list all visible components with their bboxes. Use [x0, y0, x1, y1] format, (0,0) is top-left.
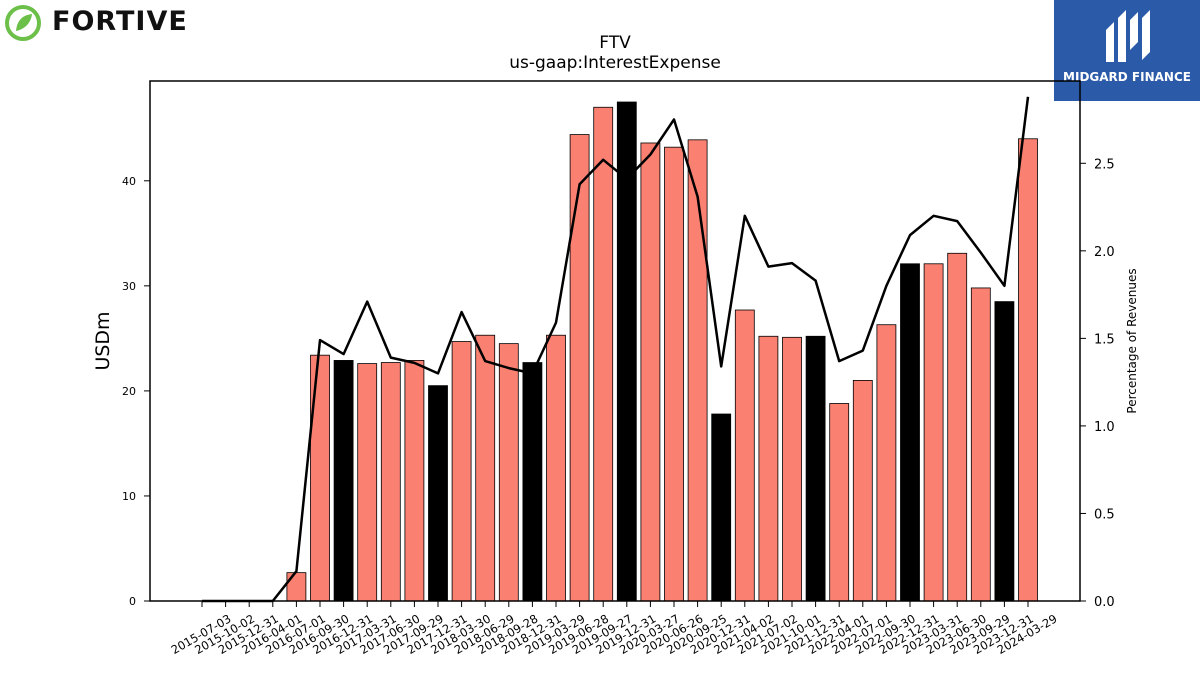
bar-2022-07-01	[852, 379, 873, 602]
bar-2021-10-01	[782, 336, 802, 602]
fortive-wordmark: FORTIVE	[52, 6, 188, 37]
bar-2022-12-31	[900, 263, 920, 602]
bar-2023-03-31	[923, 263, 944, 602]
bar-2017-03-31	[357, 363, 378, 602]
bar-2019-06-28	[569, 134, 590, 602]
y-tick-label: 20	[122, 385, 136, 398]
bar-2022-04-01	[829, 403, 850, 602]
y2-tick-label: 0.0	[1094, 595, 1115, 610]
bar-series	[286, 101, 1038, 602]
bar-2021-07-02	[758, 335, 779, 602]
chart-title: FTV	[599, 33, 631, 53]
bar-2023-12-31	[994, 301, 1015, 602]
plot-frame	[149, 80, 1081, 602]
bar-2020-12-31	[711, 413, 732, 602]
y-axis-label: USDm	[92, 311, 114, 370]
bar-2020-03-27	[640, 142, 661, 602]
y-tick-label: 0	[129, 595, 136, 608]
y2-tick-label: 1.0	[1094, 420, 1115, 435]
y2-tick-label: 2.5	[1094, 157, 1115, 172]
bar-2020-09-25	[687, 139, 708, 602]
percentage-of-revenues-line	[202, 96, 1030, 603]
right-axis-label: Percentage of Revenues	[1125, 268, 1139, 413]
bar-2021-12-31	[805, 335, 826, 602]
bar-2018-09-28	[498, 343, 519, 602]
bar-2020-06-26	[664, 146, 684, 602]
bar-2016-09-30	[310, 354, 330, 602]
y-tick-label: 40	[122, 175, 136, 188]
y-tick-label: 10	[122, 490, 136, 503]
x-axis-ticks: 2015-07-032015-10-022015-12-312016-04-01…	[169, 601, 1060, 657]
bar-2017-06-30	[380, 362, 401, 602]
bar-2018-06-29	[475, 334, 496, 602]
right-axis-ticks: 0.0 0.5 1.0 1.5 2.0 2.5	[1080, 157, 1115, 610]
bar-2018-12-31	[522, 362, 543, 602]
bar-2017-09-29	[404, 360, 425, 602]
fortive-leaf-icon	[5, 5, 41, 41]
y2-tick-label: 1.5	[1094, 332, 1115, 347]
chart-subtitle: us-gaap:InterestExpense	[509, 53, 721, 73]
bar-2016-07-01	[286, 572, 307, 602]
y-tick-label: 30	[122, 280, 136, 293]
bar-2019-09-27	[593, 106, 614, 602]
midgard-finance-wordmark: MIDGARD FINANCE	[1063, 70, 1191, 84]
bar-2023-09-29	[970, 287, 991, 602]
bar-2018-03-30	[451, 341, 472, 602]
bar-2017-12-31	[428, 385, 448, 602]
fortive-logo: FORTIVE	[4, 4, 194, 42]
midgard-emblem-icon	[1106, 10, 1150, 62]
line-series-layer	[202, 96, 1030, 603]
bar-2023-06-30	[947, 252, 968, 602]
y2-tick-label: 0.5	[1094, 507, 1115, 522]
bar-2021-04-02	[734, 309, 755, 602]
midgard-finance-logo: MIDGARD FINANCE	[1054, 0, 1200, 101]
left-axis-ticks: 0 10 20 30 40	[122, 175, 150, 608]
bar-2022-09-30	[876, 324, 897, 602]
bar-2024-03-29	[1018, 138, 1038, 602]
y2-tick-label: 2.0	[1094, 245, 1115, 260]
bar-2019-12-31	[616, 101, 637, 602]
bar-2019-03-29	[546, 334, 566, 602]
bar-2016-12-31	[333, 360, 354, 602]
